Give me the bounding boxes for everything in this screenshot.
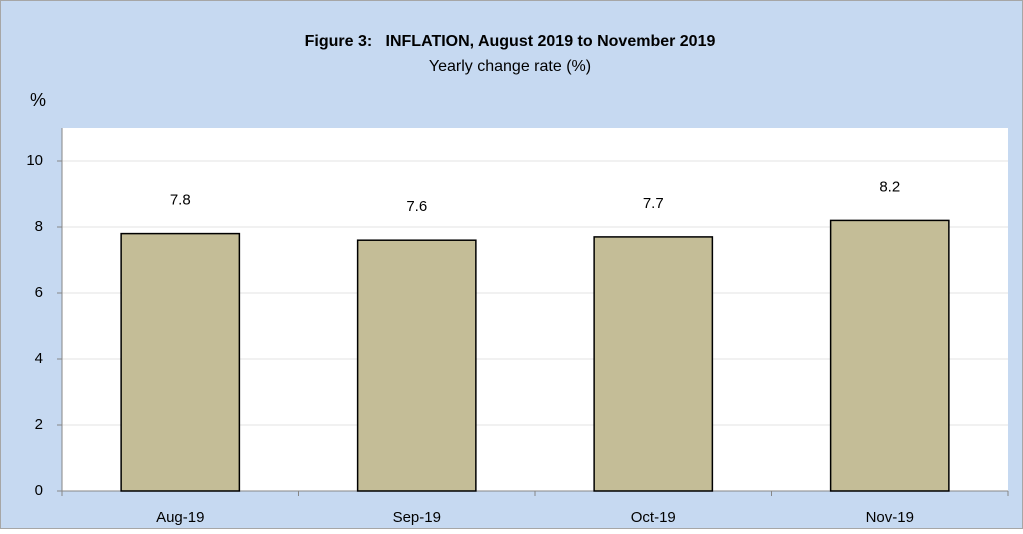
y-tick-label: 4 xyxy=(35,350,43,367)
x-tick-label: Aug-19 xyxy=(156,509,204,526)
y-tick-label: 6 xyxy=(35,284,43,301)
data-label: 7.6 xyxy=(406,198,427,215)
data-label: 8.2 xyxy=(879,178,900,195)
data-label: 7.8 xyxy=(170,192,191,209)
y-tick-label: 0 xyxy=(35,482,43,499)
chart-subtitle: Yearly change rate (%) xyxy=(429,58,591,75)
y-axis-label: % xyxy=(30,90,46,110)
y-tick-label: 2 xyxy=(35,416,43,433)
bar xyxy=(120,232,241,492)
bar xyxy=(356,239,477,492)
x-tick-label: Oct-19 xyxy=(631,509,676,526)
y-tick-label: 10 xyxy=(26,152,43,169)
bar xyxy=(593,236,714,492)
bar xyxy=(829,219,950,492)
chart-title: Figure 3: INFLATION, August 2019 to Nove… xyxy=(305,33,716,50)
x-tick-label: Sep-19 xyxy=(393,509,441,526)
y-tick-label: 8 xyxy=(35,218,43,235)
data-label: 7.7 xyxy=(643,195,664,212)
x-tick-label: Nov-19 xyxy=(866,509,914,526)
